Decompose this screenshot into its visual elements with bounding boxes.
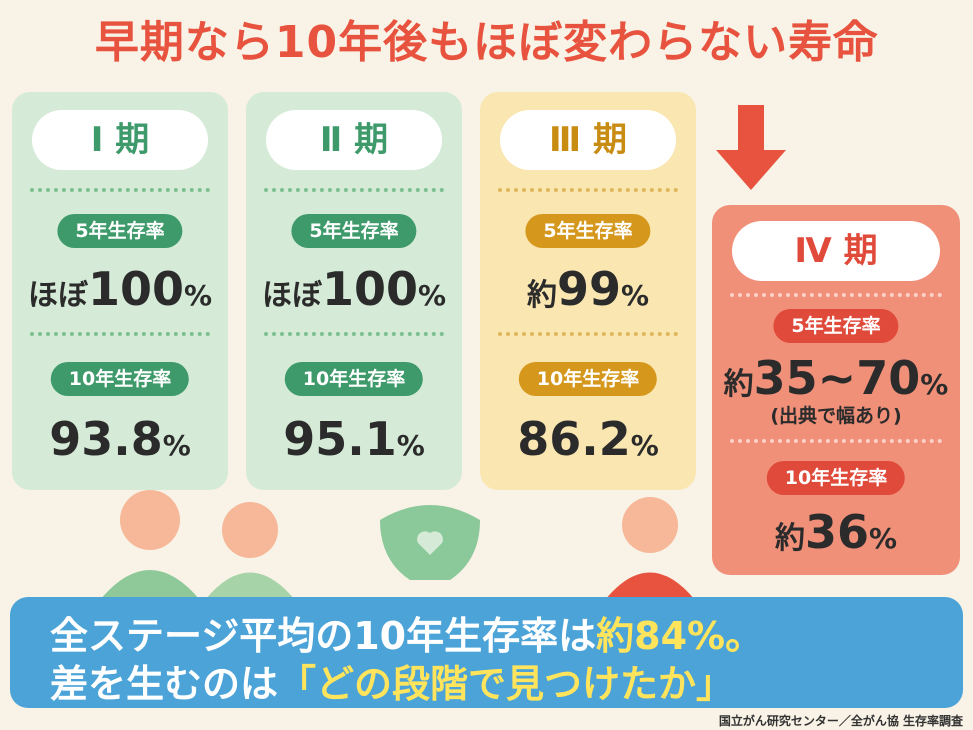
value: 約99% — [480, 262, 696, 316]
badge: 10年生存率 — [766, 461, 906, 495]
person — [100, 490, 200, 600]
stage-label: Ⅳ 期 — [732, 221, 940, 281]
divider — [730, 293, 942, 297]
divider — [498, 188, 678, 192]
divider — [264, 188, 444, 192]
value-prefix: 約 — [526, 278, 557, 313]
value-number: 86.2 — [517, 412, 631, 466]
divider — [30, 332, 210, 336]
value: 約35~70% — [712, 351, 960, 405]
value-number: 35~70 — [753, 351, 921, 405]
value-unit: % — [396, 429, 425, 462]
stage-card: Ⅳ 期 5年生存率 約35~70% (出典で幅あり) 10年生存率 約36% — [712, 205, 960, 575]
badge: 10年生存率 — [50, 362, 190, 396]
person — [205, 502, 295, 600]
badge: 5年生存率 — [773, 309, 899, 343]
value-unit: % — [630, 429, 659, 462]
value-prefix: 約 — [723, 367, 754, 402]
banner-text: 差を生むのは — [50, 662, 279, 706]
stage-label: Ⅱ 期 — [266, 110, 442, 170]
banner-line: 全ステージ平均の10年生存率は約84%。 — [50, 605, 763, 660]
banner-highlight: 「どの段階で見つけたか」 — [278, 662, 735, 706]
badge: 10年生存率 — [518, 362, 658, 396]
badge: 5年生存率 — [57, 214, 183, 248]
value-number: 100 — [87, 262, 184, 316]
stage-label: Ⅲ 期 — [500, 110, 676, 170]
value: ほぼ100% — [246, 262, 462, 316]
badge: 5年生存率 — [291, 214, 417, 248]
value: 86.2% — [480, 412, 696, 466]
stage-card: Ⅰ 期 5年生存率ほぼ100% 10年生存率 93.8% — [12, 92, 228, 490]
value-unit: % — [417, 279, 447, 312]
value-unit: % — [162, 429, 191, 462]
badge: 5年生存率 — [525, 214, 651, 248]
title: 早期なら10年後もほぼ変わらない寿命 — [94, 17, 879, 68]
heart-icon — [380, 505, 480, 580]
value-prefix: 約 — [774, 521, 805, 556]
value-unit: % — [868, 522, 898, 555]
divider — [730, 439, 942, 443]
value-prefix: ほぼ — [261, 278, 322, 313]
value: 93.8% — [12, 412, 228, 466]
badge: 10年生存率 — [284, 362, 424, 396]
value: 95.1% — [246, 412, 462, 466]
banner-line: 差を生むのは「どの段階で見つけたか」 — [50, 653, 734, 708]
stage-card: Ⅱ 期 5年生存率ほぼ100% 10年生存率 95.1% — [246, 92, 462, 490]
source: 国立がん研究センター／全がん協 生存率調査 — [718, 714, 963, 728]
value-number: 100 — [321, 262, 418, 316]
value-number: 93.8 — [49, 412, 163, 466]
divider — [264, 332, 444, 336]
person — [605, 497, 695, 600]
value-unit: % — [620, 279, 650, 312]
stage-label: Ⅰ 期 — [32, 110, 208, 170]
note: (出典で幅あり) — [770, 405, 902, 427]
value-unit: % — [183, 279, 213, 312]
banner-highlight: 約84%。 — [596, 614, 764, 658]
banner: 全ステージ平均の10年生存率は約84%。 差を生むのは「どの段階で見つけたか」 — [10, 597, 963, 708]
divider — [30, 188, 210, 192]
value-number: 36 — [804, 505, 869, 559]
banner-text: 全ステージ平均の10年生存率は — [50, 614, 597, 658]
stage-card: Ⅲ 期 5年生存率約99% 10年生存率 86.2% — [480, 92, 696, 490]
arrow — [716, 105, 786, 190]
value-number: 95.1 — [283, 412, 397, 466]
value: ほぼ100% — [12, 262, 228, 316]
value-prefix: ほぼ — [27, 278, 88, 313]
divider — [498, 332, 678, 336]
value-unit: % — [920, 368, 949, 401]
value: 約36% — [712, 505, 960, 559]
value-number: 99 — [556, 262, 621, 316]
